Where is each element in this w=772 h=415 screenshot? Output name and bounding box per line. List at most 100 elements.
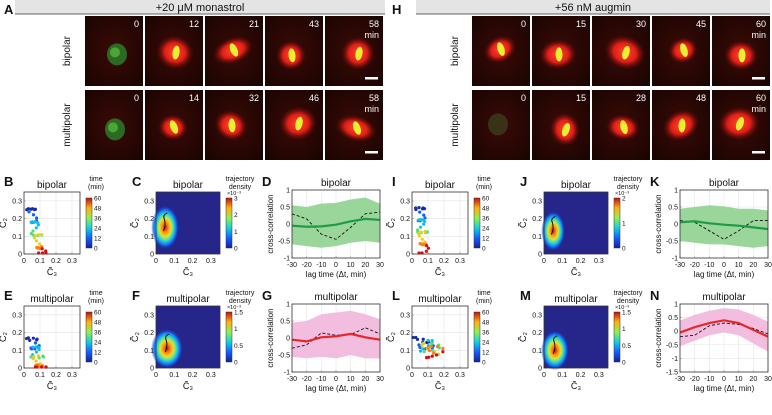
time-label: 21 xyxy=(249,19,259,29)
chromosome-band xyxy=(288,48,296,63)
x-axis-label: C̃₃ xyxy=(47,381,57,391)
colorbar-title: time xyxy=(477,176,490,183)
x-tick-label: 0.3 xyxy=(67,372,77,379)
series-main xyxy=(291,217,381,228)
trajectory-point xyxy=(33,341,38,345)
trajectory-point xyxy=(30,207,35,211)
chart-title: multipolar xyxy=(554,294,598,305)
time-label: 14 xyxy=(189,93,199,103)
colorbar xyxy=(613,311,621,363)
chart-title: bipolar xyxy=(321,178,352,189)
y-tick-label: 0.2 xyxy=(144,330,154,337)
panel-letter-i: I xyxy=(392,174,396,189)
colorbar-scale: ×10⁻³ xyxy=(227,305,241,311)
x-axis-label: C̃₃ xyxy=(571,267,581,277)
y-tick-label: 0.3 xyxy=(12,198,22,205)
x-tick-label: 0.1 xyxy=(557,372,567,379)
chart-panel-g: multipolar -30 -20 -10 0 10 20 30 -1 -0.5 0 0.5 1 lag… xyxy=(266,292,384,393)
chart-title: bipolar xyxy=(561,180,592,191)
micrograph-tile: 58 xyxy=(325,90,383,160)
x-tick-label: 0.2 xyxy=(188,372,198,379)
colorbar xyxy=(225,311,233,363)
trajectory-point xyxy=(426,338,430,343)
y-tick-label: 1 xyxy=(286,188,290,195)
y-tick-label: -1 xyxy=(284,370,290,377)
header-left: +20 μM monastrol xyxy=(156,2,245,14)
colorbar-title: trajectory xyxy=(226,290,255,297)
trajectory-point xyxy=(33,365,38,369)
mean-trajectory xyxy=(550,216,556,235)
trajectory-point xyxy=(33,220,37,224)
colorbar-tick-label: 0 xyxy=(482,360,486,367)
y-axis-label: C̃₂ xyxy=(130,332,140,342)
colorbar-tick-label: 48 xyxy=(94,320,102,327)
colorbar-tick-label: 0 xyxy=(94,360,98,367)
trajectory-point xyxy=(417,206,421,210)
trajectory-point xyxy=(414,207,418,212)
trajectory-point xyxy=(415,337,420,341)
trajectory-point xyxy=(25,208,29,212)
micrograph-tile: 0 xyxy=(85,90,143,160)
x-tick-label: 0 xyxy=(410,372,414,379)
micrograph-tile: 21 xyxy=(205,16,263,86)
x-tick-label: -30 xyxy=(287,262,297,269)
trajectory-point xyxy=(430,354,434,358)
header-bar xyxy=(416,0,770,14)
trajectory-point xyxy=(38,242,42,246)
chromosome-band xyxy=(172,45,180,60)
time-label: 0 xyxy=(134,93,139,103)
trajectory-point xyxy=(36,223,40,227)
time-label: 58 xyxy=(369,19,379,29)
y-tick-label: 0 xyxy=(538,252,542,259)
x-tick-label: 10 xyxy=(735,376,743,383)
colorbar-tick-label: 48 xyxy=(94,206,102,213)
header-right: +56 nM augmin xyxy=(555,2,631,14)
y-tick-label: 0.3 xyxy=(400,198,410,205)
trajectory-point xyxy=(28,338,32,343)
nucleus-blob xyxy=(488,113,508,136)
trajectory-point xyxy=(418,345,422,350)
x-tick-label: -10 xyxy=(316,376,326,383)
x-tick-label: 0 xyxy=(542,372,546,379)
chart-title: multipolar xyxy=(30,294,74,305)
y-tick-label: 0.2 xyxy=(400,216,410,223)
y-tick-label: -1 xyxy=(284,256,290,263)
y-tick-label: 0.1 xyxy=(532,348,542,355)
trajectory-point xyxy=(418,210,422,214)
plot-frame xyxy=(23,191,81,255)
x-tick-label: -20 xyxy=(690,262,700,269)
plot-frame xyxy=(543,305,609,369)
y-axis-label: C̃₂ xyxy=(518,332,528,342)
time-label: 12 xyxy=(189,19,199,29)
y-tick-label: 0.1 xyxy=(144,348,154,355)
chromosome-band xyxy=(228,118,236,133)
time-label: 0 xyxy=(521,19,526,29)
colorbar-unit: (min) xyxy=(476,184,492,191)
y-tick-label: 0.3 xyxy=(144,312,154,319)
colorbar-tick-label: 0.5 xyxy=(234,343,243,350)
scale-bar xyxy=(365,151,378,154)
micrograph-tile: 0 xyxy=(472,90,530,160)
scale-bar xyxy=(752,77,765,80)
chromosome-band xyxy=(352,121,362,135)
trajectory-point xyxy=(31,336,35,340)
y-tick-label: 0.5 xyxy=(668,315,678,322)
chart-title: bipolar xyxy=(173,180,204,191)
chart-title: bipolar xyxy=(709,178,740,189)
x-axis-label: lag time (Δt, min) xyxy=(694,270,755,279)
x-tick-label: 0.1 xyxy=(423,372,433,379)
trajectory-point xyxy=(31,356,35,361)
colorbar-tick-label: 60 xyxy=(482,310,490,317)
y-tick-label: 0.3 xyxy=(144,198,154,205)
trajectory-point xyxy=(31,213,36,217)
plot-frame xyxy=(411,191,469,255)
y-axis-label: C̃₂ xyxy=(0,332,8,342)
micrograph-tile: 60 xyxy=(712,90,770,160)
x-tick-label: 10 xyxy=(347,262,355,269)
trajectory-point xyxy=(434,353,439,357)
chart-title: multipolar xyxy=(702,292,746,303)
plot-frame xyxy=(291,189,381,259)
x-axis-label: C̃₃ xyxy=(183,381,193,391)
micrograph-tile: 32 xyxy=(205,90,263,160)
